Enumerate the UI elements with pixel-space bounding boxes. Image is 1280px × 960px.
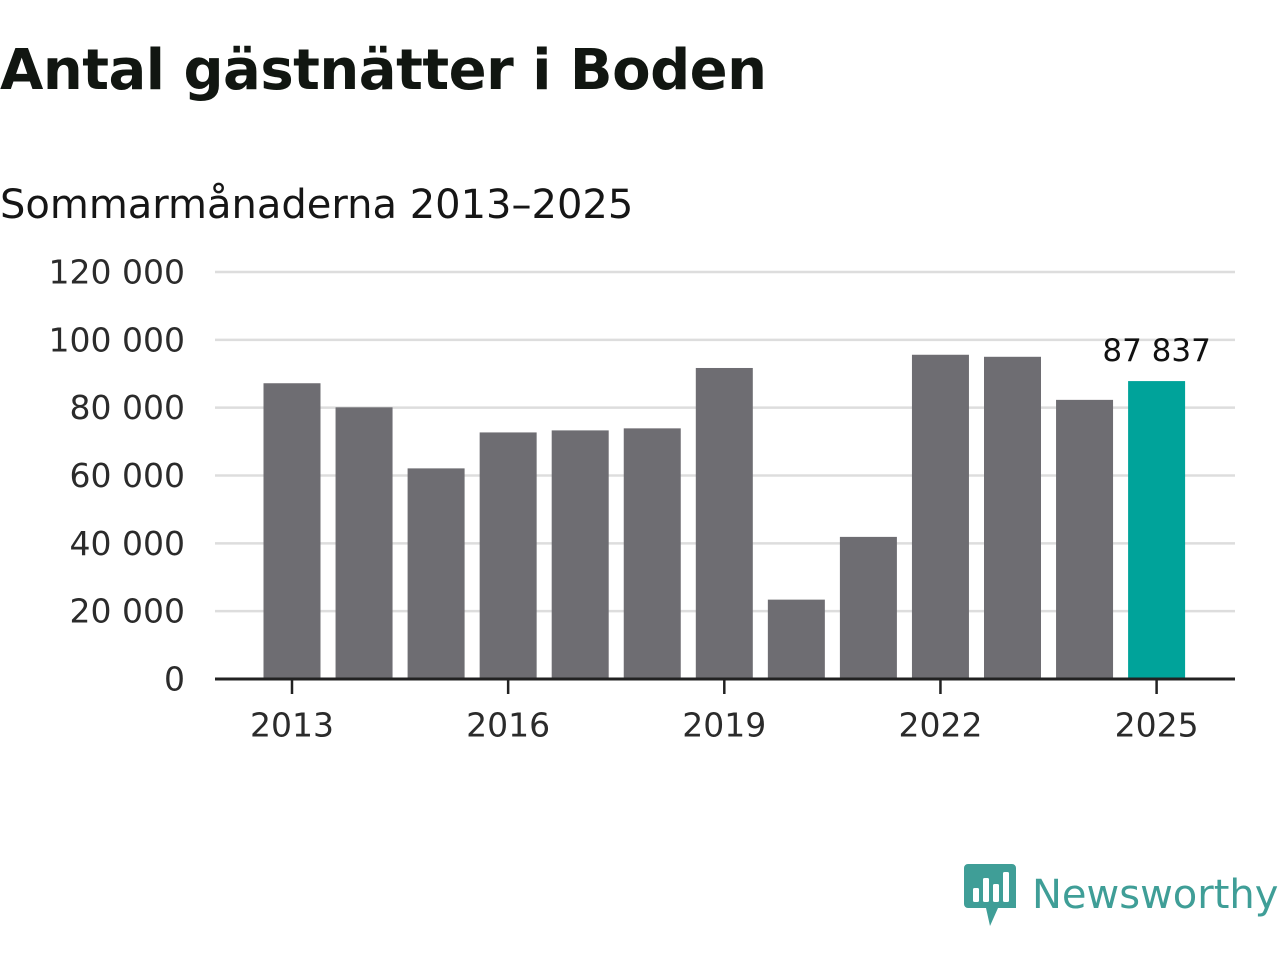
bar-2018 [623,428,681,679]
bar-chart: 0 20 000 40 000 60 000 80 000 100 000 120 000 2… [49,253,1235,745]
x-tick-label: 2016 [466,706,550,745]
newsworthy-logo-icon [964,864,1016,926]
chart-title: Antal gästnätter i Boden [0,38,767,103]
bar-2019 [695,367,753,679]
y-tick-label: 60 000 [70,456,185,495]
x-tick-label: 2022 [898,706,982,745]
y-tick-label: 80 000 [70,388,185,427]
bar-2015 [407,468,465,679]
bar-2014 [335,407,393,679]
x-tick-label: 2025 [1115,706,1199,745]
bars [263,354,1186,679]
bar-2020 [767,599,825,679]
chart-subtitle: Sommarmånaderna 2013–2025 [0,182,634,228]
y-tick-label: 40 000 [70,524,185,563]
y-tick-label: 120 000 [49,253,185,292]
newsworthy-brand: Newsworthy [964,864,1278,926]
bar-2024 [1056,399,1114,679]
brand-name: Newsworthy [1032,872,1279,918]
bar-2017 [551,430,609,679]
x-tick-label: 2013 [250,706,334,745]
y-tick-label: 0 [164,660,185,699]
labels: 0 20 000 40 000 60 000 80 000 100 000 120 000 2… [49,253,1211,745]
bar-2013 [263,383,321,679]
y-tick-label: 20 000 [70,592,185,631]
x-tick-label: 2019 [682,706,766,745]
y-tick-label: 100 000 [49,320,185,359]
data-label: 87 837 [1102,333,1210,369]
bar-2016 [479,432,537,679]
bar-2021 [839,536,897,679]
bar-2022 [911,354,969,679]
bar-2023 [984,356,1041,679]
axes [215,677,1235,694]
bar-2025 [1128,381,1186,679]
